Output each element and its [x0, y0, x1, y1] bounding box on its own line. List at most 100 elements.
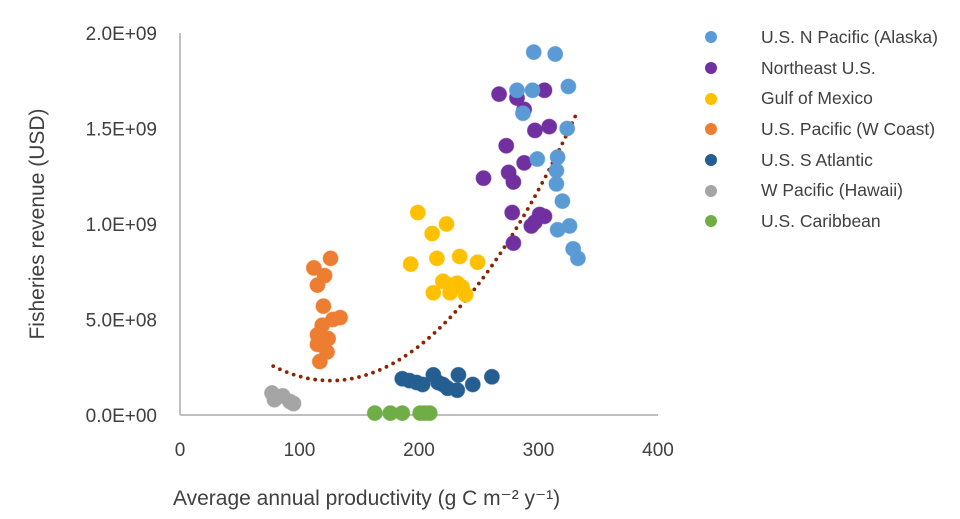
data-point: [311, 353, 328, 370]
trendline-dot: [364, 373, 368, 377]
legend-label: U.S. Caribbean: [761, 210, 881, 231]
series-u-s-caribbean: [366, 405, 438, 422]
legend-item: W Pacific (Hawaii): [700, 175, 938, 206]
data-point: [505, 173, 522, 190]
legend-label: U.S. S Atlantic: [761, 149, 873, 170]
x-tick-label: 400: [642, 440, 674, 461]
y-tick-label: 1.0E+09: [86, 215, 157, 236]
trendline-dot: [403, 353, 408, 358]
trendline-dot: [335, 378, 340, 383]
trendline-dot: [560, 141, 565, 146]
data-point: [414, 376, 431, 393]
trendline-dot: [529, 200, 534, 205]
legend-item: U.S. N Pacific (Alaska): [700, 22, 938, 53]
data-point: [424, 225, 441, 242]
legend-marker-icon: [705, 31, 717, 44]
series-u-s-n-pacific-alaska: [508, 44, 586, 267]
trendline-dot: [438, 325, 442, 330]
trendline-dot: [415, 345, 420, 350]
trendline-dot: [305, 376, 310, 381]
data-point: [549, 149, 566, 166]
trendline-dot: [536, 187, 541, 192]
data-point: [508, 82, 525, 99]
trendline-dot: [357, 375, 361, 379]
legend-label: U.S. N Pacific (Alaska): [761, 26, 938, 47]
legend-marker-icon: [705, 215, 717, 228]
trendline-dot: [448, 315, 453, 320]
data-point: [491, 86, 508, 103]
trendline-dot: [391, 361, 395, 366]
legend-marker-icon: [705, 184, 717, 197]
legend-label: Gulf of Mexico: [761, 88, 873, 109]
data-point: [454, 279, 471, 296]
trendline-dot: [458, 304, 463, 309]
data-point: [548, 162, 565, 179]
trendline-dot: [432, 331, 437, 335]
legend-marker-icon: [705, 92, 717, 105]
legend-item: Northeast U.S.: [700, 53, 938, 84]
data-point: [526, 122, 543, 139]
series-gulf-of-mexico: [402, 204, 486, 303]
y-tick-label: 5.0E+08: [86, 311, 157, 332]
x-axis-title: Average annual productivity (g C m⁻² y⁻¹…: [173, 487, 560, 510]
trendline-dot: [327, 378, 332, 383]
y-tick-label: 0.0E+00: [86, 406, 157, 427]
data-point: [450, 366, 467, 383]
legend-label: W Pacific (Hawaii): [761, 180, 903, 201]
x-tick-label: 0: [175, 440, 186, 461]
legend-item: U.S. Pacific (W Coast): [700, 114, 938, 145]
data-point: [524, 82, 541, 99]
data-point: [309, 277, 326, 294]
legend-item: U.S. S Atlantic: [700, 145, 938, 176]
trendline-dot: [540, 181, 545, 185]
trendline-dot: [543, 174, 548, 179]
data-point: [285, 395, 302, 412]
trendline-dot: [525, 207, 530, 211]
data-point: [559, 120, 576, 137]
trendline-dot: [472, 287, 477, 292]
y-tick-labels: 0.0E+00 5.0E+08 1.0E+09 1.5E+09 2.0E+09: [86, 24, 157, 427]
trendline-dot: [371, 370, 375, 375]
legend-label: U.S. Pacific (W Coast): [761, 118, 936, 139]
legend-item: Gulf of Mexico: [700, 83, 938, 114]
trendline-dot: [498, 251, 503, 256]
data-point: [548, 175, 565, 192]
data-point: [438, 216, 455, 232]
data-point: [402, 256, 419, 273]
trendline-dot: [397, 357, 402, 362]
trendline-dot: [481, 275, 486, 280]
data-point: [547, 46, 564, 63]
y-axis-title: Fisheries revenue (USD): [26, 108, 49, 339]
trendline-dot: [533, 194, 537, 198]
trendline-dot: [494, 257, 499, 262]
trendline-dot: [271, 364, 276, 368]
trendline-dot: [349, 376, 354, 381]
data-points: [264, 44, 586, 422]
data-point: [421, 405, 438, 422]
data-point: [394, 405, 411, 422]
trendline-dot: [421, 340, 426, 345]
trendline-dot: [298, 374, 303, 379]
data-point: [549, 221, 566, 238]
trendline-dot: [476, 281, 481, 286]
legend-marker-icon: [705, 123, 717, 136]
data-point: [516, 154, 533, 171]
series-northeast-u-s: [475, 82, 558, 252]
legend-marker-icon: [705, 62, 717, 75]
data-point: [560, 78, 577, 95]
x-tick-label: 100: [284, 440, 316, 461]
data-point: [449, 382, 466, 399]
series-w-pacific-hawaii: [264, 385, 302, 412]
trendline-dot: [490, 263, 494, 268]
trendline-dot: [384, 364, 389, 369]
trendline-dot: [427, 335, 431, 340]
data-point: [514, 105, 531, 122]
y-tick-label: 1.5E+09: [86, 120, 157, 141]
data-point: [366, 405, 383, 422]
trendline-dot: [443, 320, 448, 325]
data-point: [322, 250, 339, 267]
axes: [179, 33, 658, 416]
data-point: [315, 298, 332, 315]
trendline-dot: [377, 368, 382, 372]
